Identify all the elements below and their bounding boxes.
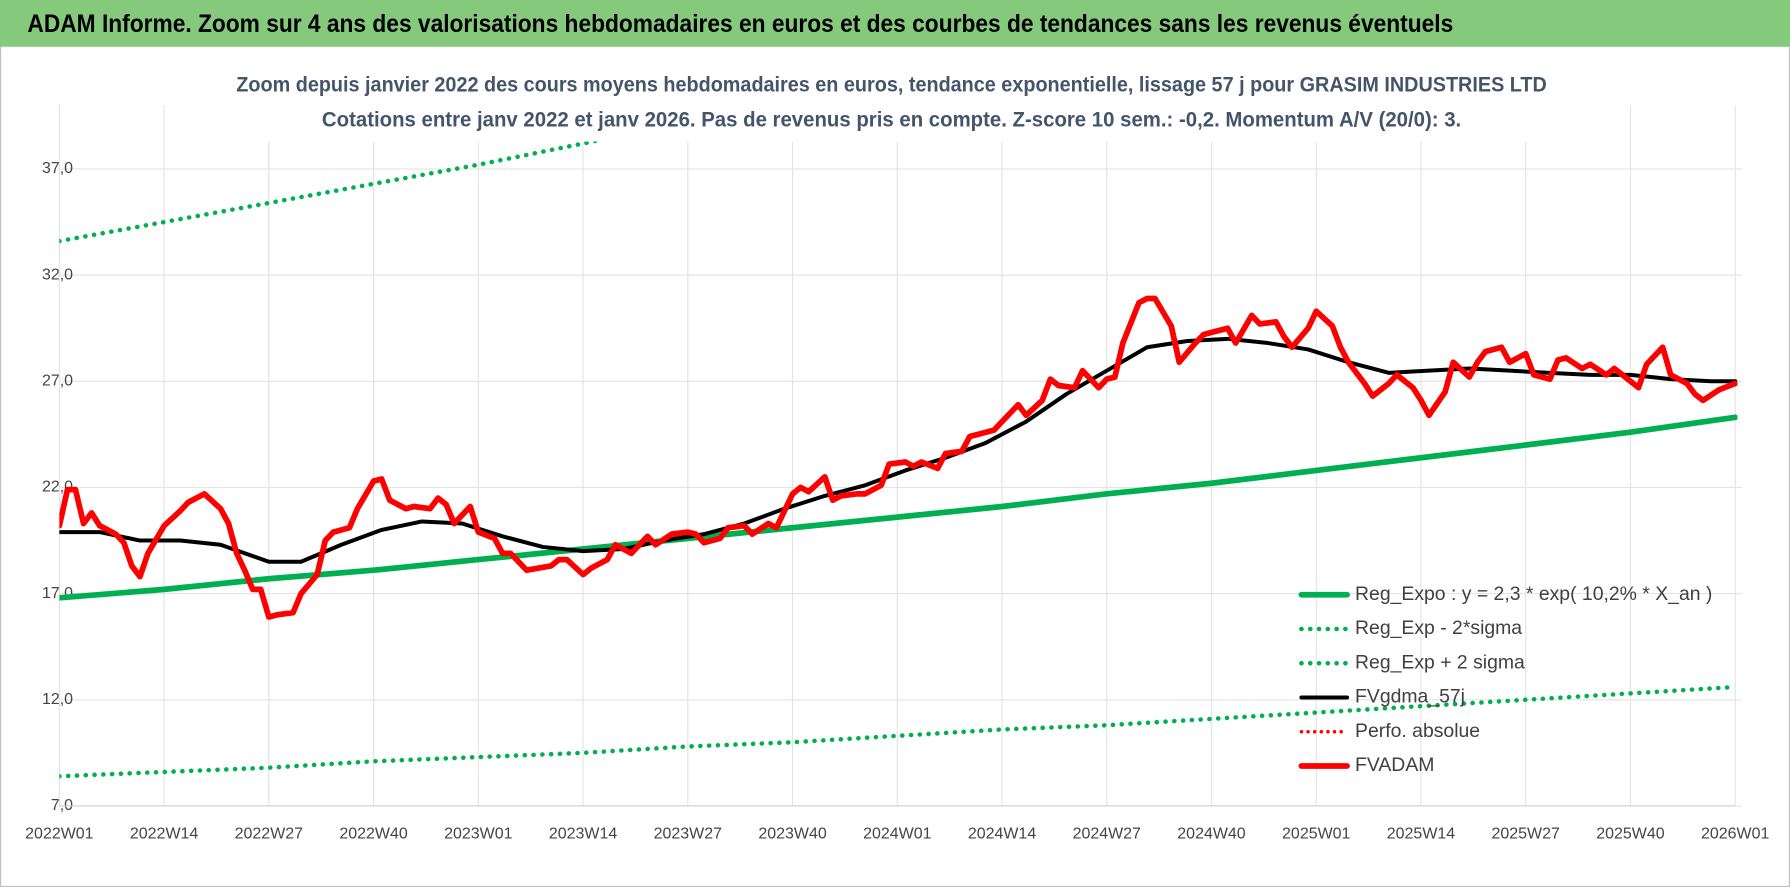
- x-tick-label: 2026W01: [1701, 826, 1769, 843]
- x-tick-label: 2025W01: [1282, 826, 1350, 843]
- header-bar: [0, 0, 1790, 47]
- x-tick-label: 2022W40: [339, 826, 407, 843]
- header-title: ADAM Informe. Zoom sur 4 ans des valoris…: [27, 10, 1453, 38]
- x-tick-label: 2024W40: [1177, 826, 1245, 843]
- x-tick-label: 2025W27: [1492, 826, 1560, 843]
- title-background: [228, 66, 1555, 142]
- y-tick-label: 27,0: [42, 373, 73, 390]
- x-tick-label: 2022W14: [130, 826, 198, 843]
- legend-label: FVgdma_57j: [1355, 686, 1465, 708]
- y-tick-label: 32,0: [42, 266, 73, 283]
- series-line: [59, 336, 1738, 564]
- legend-label: Reg_Exp + 2 sigma: [1355, 651, 1525, 673]
- y-tick-label: 37,0: [42, 160, 73, 177]
- chart-subtitle: Cotations entre janv 2022 et janv 2026. …: [322, 107, 1461, 132]
- series-line: [59, 295, 1738, 620]
- x-tick-label: 2023W14: [549, 826, 617, 843]
- x-tick-label: 2023W01: [444, 826, 512, 843]
- x-tick-label: 2023W40: [758, 826, 826, 843]
- legend-label: Reg_Expo : y = 2,3 * exp( 10,2% * X_an ): [1355, 583, 1712, 605]
- legend-label: Reg_Exp - 2*sigma: [1355, 617, 1522, 639]
- x-tick-label: 2022W01: [25, 826, 93, 843]
- x-tick-label: 2024W27: [1073, 826, 1141, 843]
- x-tick-label: 2025W14: [1387, 826, 1455, 843]
- x-tick-label: 2022W27: [235, 826, 303, 843]
- chart-title: Zoom depuis janvier 2022 des cours moyen…: [236, 71, 1547, 96]
- y-tick-label: 12,0: [42, 691, 73, 708]
- x-tick-label: 2024W14: [968, 826, 1036, 843]
- legend-label: FVADAM: [1355, 754, 1434, 776]
- legend-label: Perfo. absolue: [1355, 720, 1480, 742]
- x-tick-label: 2025W40: [1596, 826, 1664, 843]
- series-line: [59, 684, 1738, 779]
- x-tick-label: 2023W27: [654, 826, 722, 843]
- series-line: [59, 414, 1738, 601]
- x-tick-label: 2024W01: [863, 826, 931, 843]
